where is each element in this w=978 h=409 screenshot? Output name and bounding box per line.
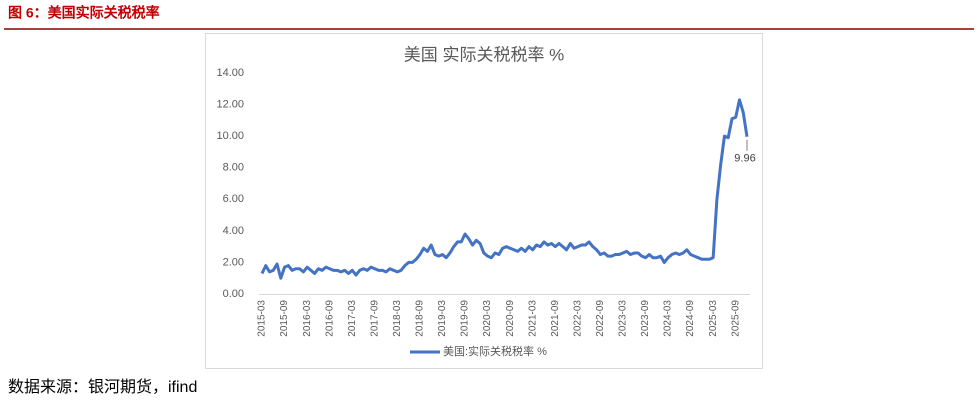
x-tick-label: 2021-03 — [527, 300, 538, 337]
source-note: 数据来源：银河期货，ifind — [8, 378, 197, 396]
data-label: 9.96 — [734, 153, 755, 165]
x-tick-label: 2015-03 — [257, 300, 268, 337]
x-tick-label: 2016-03 — [302, 300, 313, 337]
x-tick-label: 2017-09 — [369, 300, 380, 337]
y-tick-label: 8.00 — [223, 162, 244, 174]
data-line — [260, 98, 749, 280]
x-tick-label: 2020-03 — [482, 300, 493, 337]
x-tick-label: 2016-09 — [324, 300, 335, 337]
legend-label: 美国:实际关税税率 % — [443, 344, 547, 358]
y-tick-label: 14.00 — [216, 67, 244, 79]
chart-title: 美国 实际关税税率 % — [404, 45, 565, 64]
y-tick-label: 10.00 — [216, 130, 244, 142]
x-tick-label: 2020-09 — [505, 300, 516, 337]
x-tick-label: 2023-09 — [640, 300, 651, 337]
x-tick-label: 2015-09 — [279, 300, 290, 337]
y-tick-label: 12.00 — [216, 98, 244, 110]
y-tick-label: 6.00 — [223, 193, 244, 205]
x-tick-label: 2017-03 — [347, 300, 358, 337]
y-tick-label: 0.00 — [223, 288, 244, 300]
x-tick-label: 2018-09 — [415, 300, 426, 337]
x-tick-label: 2025-09 — [730, 300, 741, 337]
x-tick-label: 2022-03 — [572, 300, 583, 337]
y-tick-label: 2.00 — [223, 256, 244, 268]
plot: 0.00 2.00 4.00 6.00 8.00 10.00 12.00 14.00 2015-… — [216, 67, 755, 358]
x-tick-label: 2019-03 — [437, 300, 448, 337]
x-tick-label: 2024-09 — [685, 300, 696, 337]
x-tick-label: 2019-09 — [460, 300, 471, 337]
chart-frame — [205, 33, 763, 369]
x-tick-label: 2024-03 — [663, 300, 674, 337]
y-tick-label: 4.00 — [223, 225, 244, 237]
x-tick-label: 2023-03 — [618, 300, 629, 337]
x-tick-label: 2018-03 — [392, 300, 403, 337]
x-tick-label: 2021-09 — [550, 300, 561, 337]
x-tick-label: 2025-03 — [708, 300, 719, 337]
figure-title: 图 6：美国实际关税税率 — [8, 5, 160, 21]
x-tick-label: 2022-09 — [595, 300, 606, 337]
